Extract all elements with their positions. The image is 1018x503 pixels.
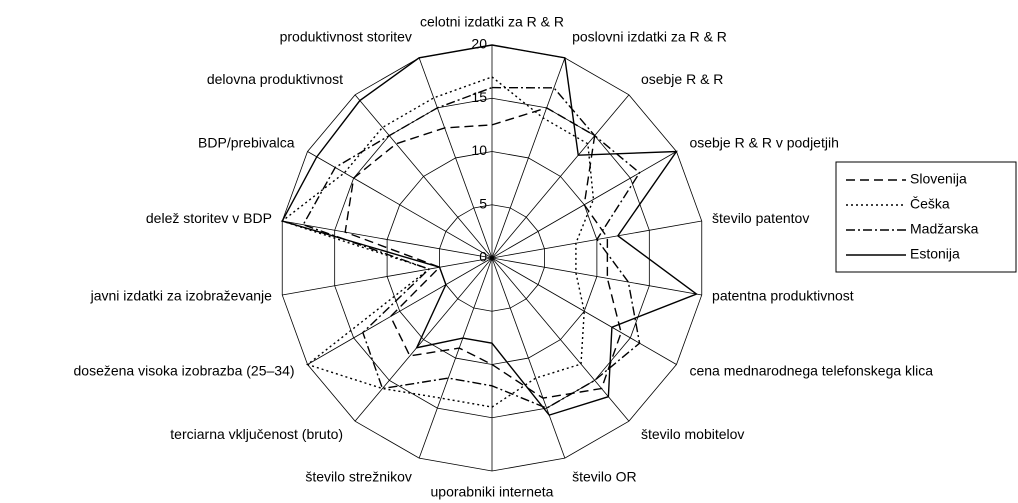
axis-spoke: [491, 57, 566, 259]
category-label: uporabniki interneta: [431, 484, 554, 500]
axis-spoke: [307, 257, 493, 365]
category-label: delež storitev v BDP: [146, 210, 272, 226]
r-tick-label: 10: [471, 142, 487, 158]
axis-spoke: [491, 257, 566, 459]
axis-spoke: [282, 257, 493, 296]
category-label: število OR: [572, 469, 637, 485]
series-line: [302, 86, 641, 409]
legend: Slovenija Češka Madžarska Estonija: [835, 161, 1017, 273]
category-label: patentna produktivnost: [712, 288, 854, 304]
axis-spoke: [491, 94, 630, 259]
legend-label: Estonija: [910, 246, 960, 262]
category-label: celotni izdatki za R & R: [420, 14, 564, 30]
legend-label: Slovenija: [910, 171, 967, 187]
axis-spoke: [354, 94, 493, 259]
r-tick-label: 0: [479, 249, 487, 265]
category-label: delovna produktivnost: [207, 71, 343, 87]
legend-label: Madžarska: [910, 221, 979, 237]
category-label: osebje R & R v podjetjih: [689, 135, 838, 151]
axis-spoke: [354, 257, 493, 422]
r-tick-label: 15: [471, 89, 487, 105]
category-label: dosežena visoka izobrazba (25–34): [74, 363, 295, 379]
category-label: javni izdatki za izobraževanje: [90, 288, 273, 304]
r-tick-label: 20: [471, 36, 487, 52]
axis-spoke: [491, 257, 630, 422]
axis-spoke: [418, 57, 493, 259]
axis-spoke: [282, 220, 493, 259]
category-label: BDP/prebivalca: [198, 135, 295, 151]
r-tick-label: 5: [479, 195, 487, 211]
category-label: terciarna vključenost (bruto): [170, 426, 343, 442]
category-label: osebje R & R: [641, 71, 723, 87]
category-label: število strežnikov: [305, 469, 412, 485]
axis-spoke: [418, 257, 493, 459]
category-label: število mobitelov: [641, 426, 745, 442]
category-label: poslovni izdatki za R & R: [572, 29, 727, 45]
series-line: [280, 76, 595, 408]
category-label: cena mednarodnega telefonskega klica: [689, 363, 933, 379]
axis-spoke: [491, 257, 702, 296]
category-label: produktivnost storitev: [280, 29, 412, 45]
series-line: [344, 107, 622, 399]
category-label: število patentov: [712, 210, 809, 226]
axis-spoke: [491, 257, 677, 365]
legend-label: Češka: [910, 196, 950, 212]
series-line: [281, 44, 698, 416]
axis-spoke: [307, 151, 493, 259]
